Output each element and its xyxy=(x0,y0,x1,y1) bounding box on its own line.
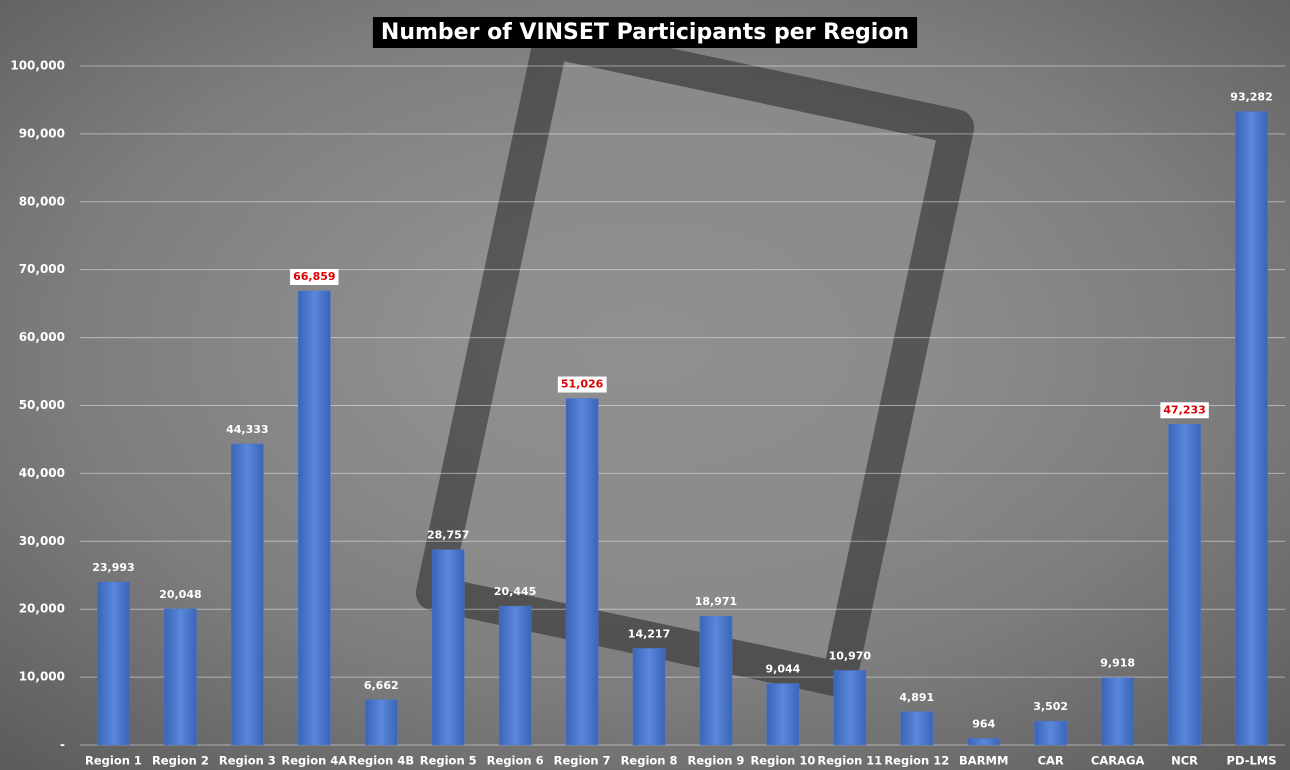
x-tick-label: Region 12 xyxy=(884,754,949,768)
value-label: 44,333 xyxy=(226,423,268,436)
y-tick-label: - xyxy=(60,738,65,752)
bar xyxy=(432,550,464,745)
bar xyxy=(164,609,196,745)
value-label: 28,757 xyxy=(427,529,469,542)
x-tick-label: Region 11 xyxy=(817,754,882,768)
x-tick-label: Region 9 xyxy=(688,754,745,768)
bar xyxy=(767,684,799,745)
bar xyxy=(1035,721,1067,745)
value-label: 3,502 xyxy=(1033,700,1068,713)
value-label: 14,217 xyxy=(628,627,670,640)
bar xyxy=(901,712,933,745)
bar xyxy=(633,648,665,745)
y-tick-label: 60,000 xyxy=(19,330,65,344)
y-tick-label: 10,000 xyxy=(19,670,65,684)
bar xyxy=(298,291,330,745)
x-tick-label: Region 4B xyxy=(348,754,414,768)
bar xyxy=(499,606,531,745)
value-label: 9,044 xyxy=(766,663,801,676)
chart: Number of VINSET Participants per Region… xyxy=(0,0,1290,770)
x-tick-label: CAR xyxy=(1038,754,1064,768)
x-tick-label: Region 8 xyxy=(621,754,678,768)
y-tick-label: 70,000 xyxy=(19,262,65,276)
y-tick-label: 30,000 xyxy=(19,534,65,548)
value-label: 93,282 xyxy=(1230,91,1272,104)
x-tick-label: Region 4A xyxy=(281,754,347,768)
x-tick-label: CARAGA xyxy=(1091,754,1145,768)
bar xyxy=(566,399,598,745)
bar xyxy=(834,671,866,745)
x-tick-label: Region 10 xyxy=(750,754,815,768)
x-tick-label: Region 5 xyxy=(420,754,477,768)
y-tick-label: 20,000 xyxy=(19,602,65,616)
value-label: 964 xyxy=(972,717,995,730)
x-tick-label: Region 6 xyxy=(487,754,544,768)
value-label: 20,445 xyxy=(494,585,536,598)
y-tick-label: 80,000 xyxy=(19,194,65,208)
value-label: 10,970 xyxy=(829,650,872,663)
x-tick-label: Region 7 xyxy=(554,754,611,768)
x-tick-label: Region 3 xyxy=(219,754,276,768)
y-tick-label: 50,000 xyxy=(19,398,65,412)
x-tick-label: PD-LMS xyxy=(1227,754,1277,768)
value-label: 23,993 xyxy=(92,561,134,574)
bar xyxy=(97,582,129,745)
y-tick-label: 40,000 xyxy=(19,466,65,480)
bar xyxy=(700,616,732,745)
value-label: 4,891 xyxy=(899,691,934,704)
value-label: 18,971 xyxy=(695,595,737,608)
bar xyxy=(365,700,397,745)
x-tick-label: Region 2 xyxy=(152,754,209,768)
y-tick-label: 90,000 xyxy=(19,126,65,140)
chart-title: Number of VINSET Participants per Region xyxy=(381,20,909,45)
bar xyxy=(1169,424,1201,745)
value-label: 20,048 xyxy=(159,588,201,601)
y-tick-label: 100,000 xyxy=(10,58,65,72)
bar xyxy=(231,444,263,745)
value-label: 9,918 xyxy=(1100,657,1135,670)
x-tick-label: Region 1 xyxy=(85,754,142,768)
bar xyxy=(968,738,1000,745)
value-label: 51,026 xyxy=(561,378,604,391)
value-label: 66,859 xyxy=(293,270,335,283)
value-label: 47,233 xyxy=(1163,403,1205,416)
x-tick-label: BARMM xyxy=(959,754,1008,768)
bar xyxy=(1235,112,1267,745)
value-label: 6,662 xyxy=(364,679,399,692)
x-tick-label: NCR xyxy=(1171,754,1198,768)
bar xyxy=(1102,678,1134,745)
